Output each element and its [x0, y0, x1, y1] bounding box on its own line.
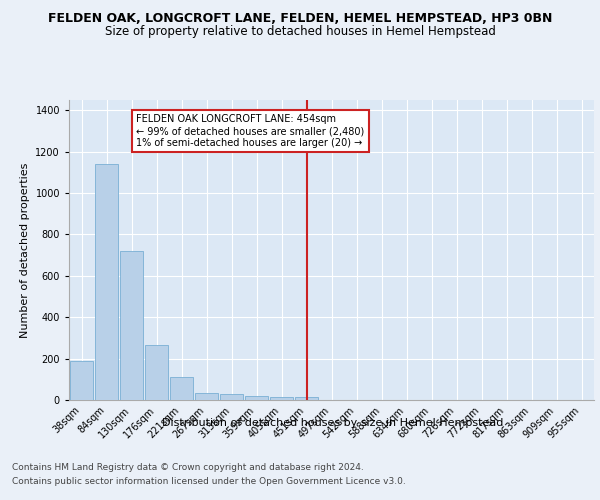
Bar [70, 360, 93, 400]
Bar [270, 398, 293, 400]
Text: Contains public sector information licensed under the Open Government Licence v3: Contains public sector information licen… [12, 478, 406, 486]
Bar [170, 377, 193, 400]
Text: FELDEN OAK, LONGCROFT LANE, FELDEN, HEMEL HEMPSTEAD, HP3 0BN: FELDEN OAK, LONGCROFT LANE, FELDEN, HEME… [48, 12, 552, 26]
Bar [220, 394, 243, 400]
Text: FELDEN OAK LONGCROFT LANE: 454sqm
← 99% of detached houses are smaller (2,480)
1: FELDEN OAK LONGCROFT LANE: 454sqm ← 99% … [137, 114, 365, 148]
Bar [120, 251, 143, 400]
Bar [245, 396, 268, 400]
Bar [195, 393, 218, 400]
Text: Distribution of detached houses by size in Hemel Hempstead: Distribution of detached houses by size … [163, 418, 503, 428]
Y-axis label: Number of detached properties: Number of detached properties [20, 162, 30, 338]
Bar [95, 164, 118, 400]
Bar [145, 345, 168, 400]
Text: Contains HM Land Registry data © Crown copyright and database right 2024.: Contains HM Land Registry data © Crown c… [12, 462, 364, 471]
Bar [295, 398, 318, 400]
Text: Size of property relative to detached houses in Hemel Hempstead: Size of property relative to detached ho… [104, 25, 496, 38]
